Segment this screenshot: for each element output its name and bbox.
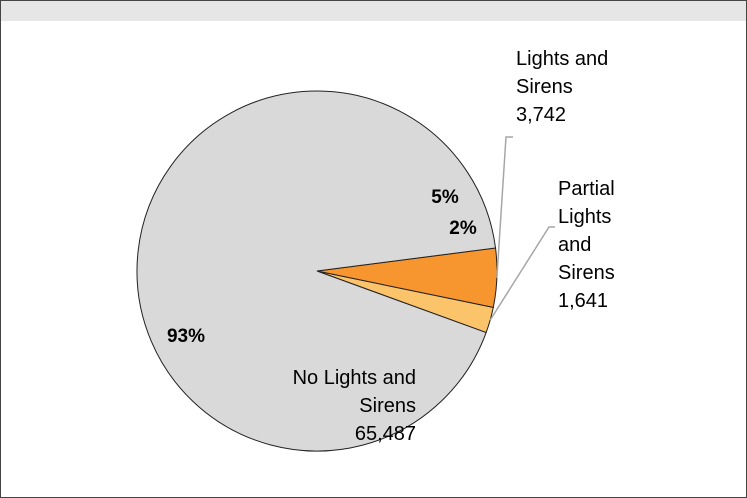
- leader-lines: [489, 136, 555, 321]
- pct-label-partial: 2%: [449, 218, 477, 239]
- category-label-lights-sirens-line1: Lights and: [516, 48, 608, 70]
- pie-slices: [136, 90, 498, 452]
- category-label-no-lights-line1: No Lights and: [293, 367, 416, 389]
- category-value-partial: 1,641: [558, 290, 608, 312]
- pie-slice-no-lights: [136, 90, 497, 452]
- category-label-partial-line2: Lights: [558, 206, 611, 228]
- chart-top-band: [1, 1, 746, 21]
- leader-line-partial: [489, 226, 555, 321]
- pct-label-no-lights: 93%: [167, 326, 205, 347]
- category-label-lights-sirens-line2: Sirens: [516, 76, 573, 98]
- category-value-lights-sirens: 3,742: [516, 104, 566, 126]
- leader-line-lights-sirens: [496, 136, 513, 278]
- category-label-partial-line4: Sirens: [558, 262, 615, 284]
- pct-label-lights-sirens: 5%: [431, 187, 459, 208]
- category-value-no-lights: 65,487: [355, 423, 416, 445]
- category-label-partial-line1: Partial: [558, 178, 615, 200]
- category-label-no-lights-line2: Sirens: [359, 395, 416, 417]
- category-label-partial-line3: and: [558, 234, 591, 256]
